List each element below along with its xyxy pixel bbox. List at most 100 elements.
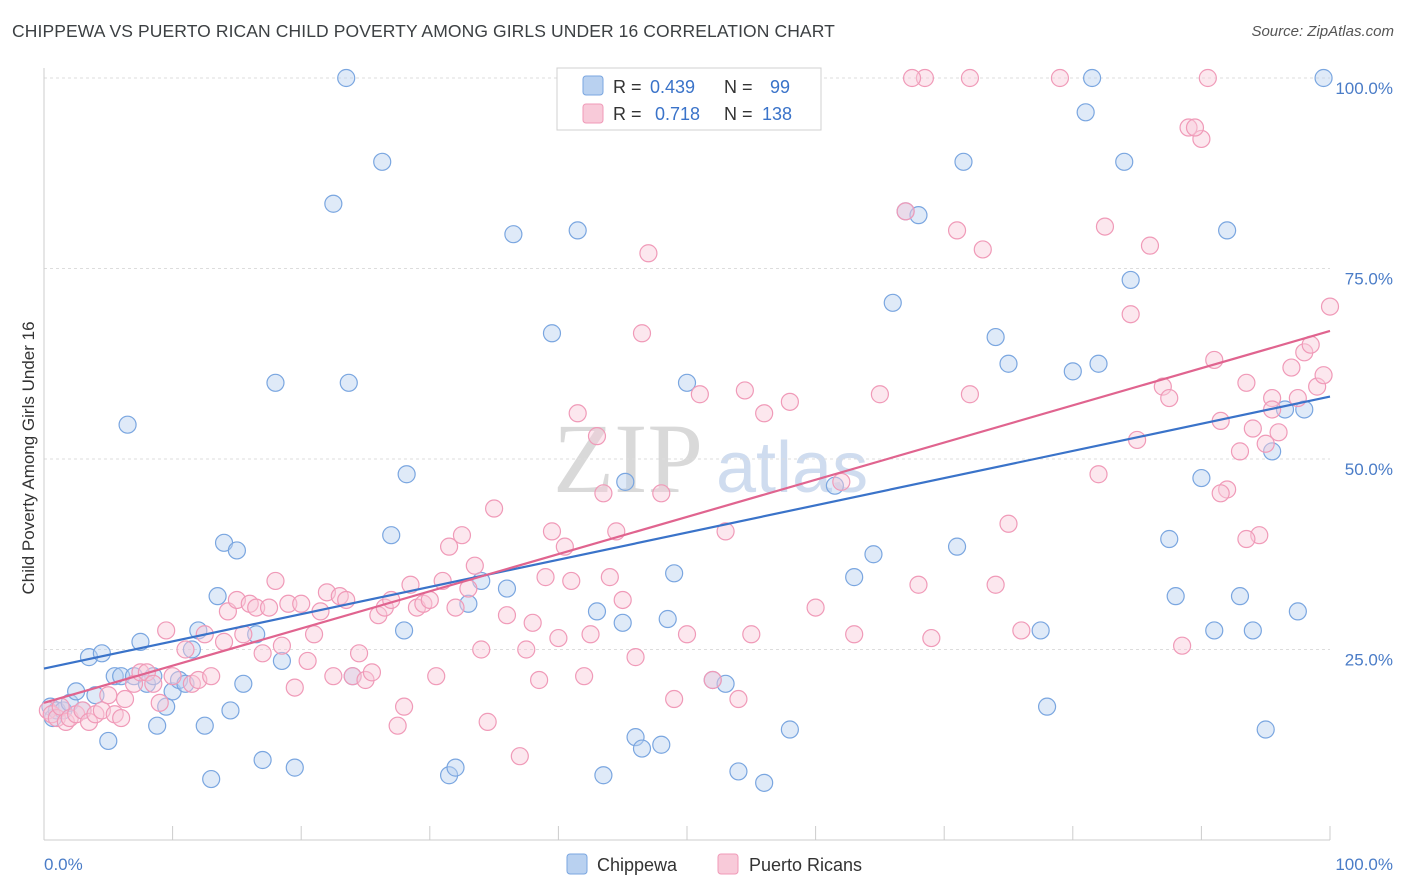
point-1-93 xyxy=(677,625,697,644)
point-0-31 xyxy=(234,674,253,693)
point-1-75 xyxy=(536,568,555,587)
point-1-36 xyxy=(272,636,292,655)
point-0-78 xyxy=(1031,621,1050,640)
point-0-54 xyxy=(594,766,613,785)
point-1-97 xyxy=(729,689,748,709)
point-0-57 xyxy=(626,728,645,747)
point-0-33 xyxy=(253,750,272,770)
point-0-32 xyxy=(247,625,266,644)
point-1-106 xyxy=(896,202,915,221)
point-0-36 xyxy=(285,758,304,777)
series-chippewa xyxy=(41,68,1333,792)
legend-swatch-chippewa xyxy=(566,853,588,875)
point-1-39 xyxy=(292,594,311,613)
stats-swatch-puerto-ricans xyxy=(582,103,604,124)
stats-n-label-puerto-ricans: N = xyxy=(724,104,753,124)
point-1-44 xyxy=(324,667,343,686)
point-0-61 xyxy=(665,564,684,583)
point-1-21 xyxy=(163,667,182,686)
point-0-90 xyxy=(1218,221,1237,240)
point-0-77 xyxy=(999,354,1018,373)
point-1-8 xyxy=(79,712,99,731)
point-0-97 xyxy=(1314,68,1333,88)
point-0-23 xyxy=(182,640,201,659)
y-tick-label-2: 75.0% xyxy=(1345,270,1393,289)
point-1-11 xyxy=(99,686,118,705)
point-0-70 xyxy=(864,545,883,564)
point-1-127 xyxy=(1192,129,1211,149)
point-0-34 xyxy=(266,373,285,392)
point-1-68 xyxy=(478,712,497,731)
bottom-legend: Chippewa Puerto Ricans xyxy=(566,853,862,875)
point-1-77 xyxy=(549,628,568,648)
stats-r-value-puerto-ricans: 0.718 xyxy=(655,104,700,124)
point-0-46 xyxy=(446,758,465,777)
point-1-70 xyxy=(497,606,517,625)
point-1-84 xyxy=(594,484,613,503)
point-0-83 xyxy=(1089,354,1108,373)
stats-n-label-chippewa: N = xyxy=(724,77,753,97)
point-0-25 xyxy=(195,716,214,735)
point-1-148 xyxy=(1185,118,1205,137)
point-1-142 xyxy=(1308,377,1327,396)
point-1-91 xyxy=(652,484,671,503)
y-tick-labels: 25.0% 50.0% 75.0% 100.0% xyxy=(1335,79,1393,670)
point-0-43 xyxy=(394,621,414,640)
point-1-146 xyxy=(1198,68,1217,88)
point-1-76 xyxy=(542,522,562,541)
point-0-9 xyxy=(92,644,111,663)
point-0-87 xyxy=(1166,587,1185,606)
point-0-50 xyxy=(504,225,523,244)
point-1-137 xyxy=(1269,423,1288,442)
stats-swatch-chippewa xyxy=(582,75,604,96)
point-1-100 xyxy=(755,404,774,423)
point-0-37 xyxy=(324,194,343,213)
point-1-27 xyxy=(214,632,234,651)
point-0-44 xyxy=(397,465,416,484)
point-0-26 xyxy=(202,769,221,789)
point-0-67 xyxy=(780,720,799,739)
point-1-13 xyxy=(112,708,131,728)
point-1-140 xyxy=(1295,343,1314,362)
point-0-30 xyxy=(227,541,246,560)
point-1-114 xyxy=(1012,621,1031,640)
point-0-27 xyxy=(208,587,227,606)
point-1-49 xyxy=(356,670,375,690)
point-1-56 xyxy=(401,575,420,594)
point-1-54 xyxy=(388,716,407,735)
point-1-85 xyxy=(600,568,619,587)
point-1-98 xyxy=(735,381,754,400)
stats-r-value-chippewa: 0.439 xyxy=(650,77,695,97)
x-tick-label-min: 0.0% xyxy=(44,855,83,874)
point-1-149 xyxy=(1237,529,1256,549)
point-0-86 xyxy=(1160,529,1179,549)
point-1-143 xyxy=(1314,366,1333,385)
point-1-105 xyxy=(870,385,890,404)
point-1-73 xyxy=(523,613,542,632)
point-0-35 xyxy=(272,651,292,671)
point-0-29 xyxy=(221,701,240,720)
point-0-8 xyxy=(86,686,105,705)
point-0-10 xyxy=(99,731,118,751)
point-1-33 xyxy=(253,644,272,663)
stats-legend: R = 0.439 N = 99 R = 0.718 N = 138 xyxy=(556,67,822,131)
point-1-95 xyxy=(703,670,722,690)
point-1-48 xyxy=(349,644,369,663)
point-1-132 xyxy=(1237,373,1256,392)
point-0-38 xyxy=(337,68,356,88)
point-1-79 xyxy=(562,571,581,591)
point-1-80 xyxy=(568,404,587,423)
point-0-41 xyxy=(373,152,392,171)
point-1-113 xyxy=(999,514,1018,533)
point-0-62 xyxy=(677,373,697,392)
point-1-22 xyxy=(176,640,195,659)
point-0-65 xyxy=(729,762,748,781)
point-1-2 xyxy=(47,708,66,728)
point-1-145 xyxy=(1211,484,1230,503)
point-1-26 xyxy=(202,667,221,686)
point-1-81 xyxy=(575,667,594,686)
point-1-108 xyxy=(922,628,941,648)
point-1-38 xyxy=(285,678,304,697)
point-1-116 xyxy=(902,68,922,88)
